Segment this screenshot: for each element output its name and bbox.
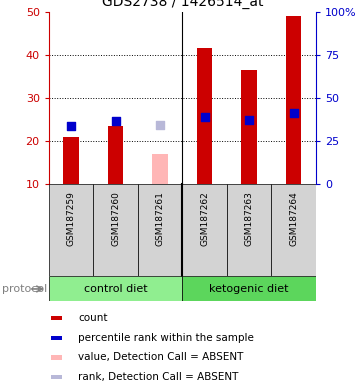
Text: GSM187262: GSM187262 — [200, 191, 209, 245]
Point — [157, 122, 163, 128]
Text: ketogenic diet: ketogenic diet — [209, 284, 289, 294]
Bar — [51, 355, 62, 360]
Bar — [63, 137, 79, 184]
Bar — [51, 316, 62, 320]
Text: protocol: protocol — [2, 284, 47, 294]
Bar — [271, 184, 316, 276]
Bar — [182, 276, 316, 301]
Point — [113, 118, 118, 124]
Text: value, Detection Call = ABSENT: value, Detection Call = ABSENT — [78, 353, 244, 362]
Text: GSM187264: GSM187264 — [289, 191, 298, 245]
Bar — [182, 184, 227, 276]
Point — [202, 114, 208, 120]
Bar — [227, 184, 271, 276]
Bar — [108, 126, 123, 184]
Bar — [152, 154, 168, 184]
Bar — [197, 48, 212, 184]
Text: control diet: control diet — [84, 284, 147, 294]
Bar — [51, 375, 62, 379]
Point — [291, 111, 296, 117]
Bar — [93, 184, 138, 276]
Bar — [286, 16, 301, 184]
Text: GSM187260: GSM187260 — [111, 191, 120, 246]
Bar — [51, 336, 62, 340]
Text: count: count — [78, 313, 108, 323]
Text: percentile rank within the sample: percentile rank within the sample — [78, 333, 254, 343]
Text: GSM187261: GSM187261 — [156, 191, 165, 246]
Text: GSM187263: GSM187263 — [245, 191, 253, 246]
Point — [68, 122, 74, 129]
Point — [246, 116, 252, 122]
Text: GSM187259: GSM187259 — [66, 191, 75, 246]
Bar — [49, 184, 93, 276]
Bar — [241, 70, 257, 184]
Bar — [49, 276, 182, 301]
Text: rank, Detection Call = ABSENT: rank, Detection Call = ABSENT — [78, 372, 239, 382]
Title: GDS2738 / 1426514_at: GDS2738 / 1426514_at — [101, 0, 263, 9]
Bar — [138, 184, 182, 276]
